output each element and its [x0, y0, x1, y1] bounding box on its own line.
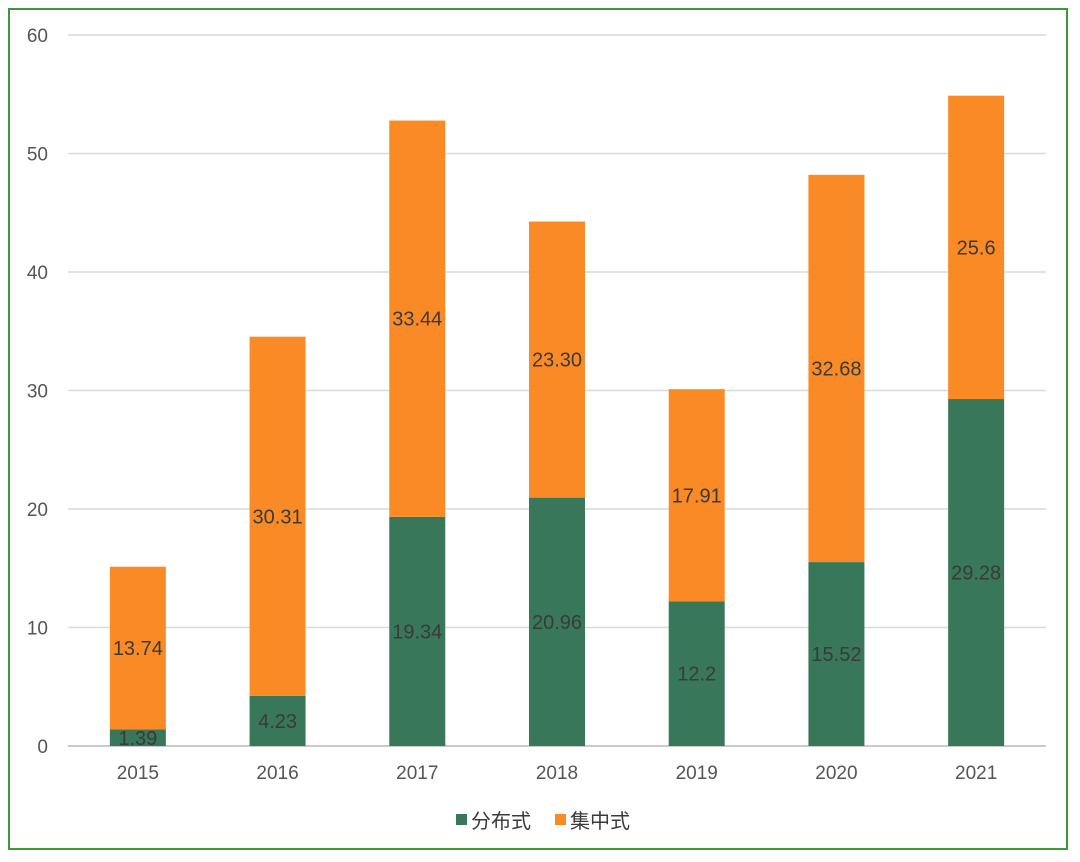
y-axis-ticks: 0 10 20 30 40 50 60 — [27, 26, 48, 758]
data-label-centralized-2020: 32.68 — [811, 358, 861, 380]
data-label-centralized-2015: 13.74 — [113, 638, 163, 660]
y-tick-label: 30 — [27, 382, 48, 403]
x-axis-ticks: 2015 2016 2017 2018 2019 2020 2021 — [117, 763, 998, 784]
legend-label-distributed: 分布式 — [471, 810, 531, 833]
data-label-centralized-2018: 23.30 — [532, 350, 582, 372]
data-label-distributed-2020: 15.52 — [811, 644, 861, 666]
data-label-distributed-2019: 12.2 — [677, 664, 716, 686]
stacked-bar-chart: 0 10 20 30 40 50 60 1.39 13.74 4.23 30.31 19.34 33.… — [27, 26, 1046, 833]
data-labels: 1.39 13.74 4.23 30.31 19.34 33.44 20.96 23.30 12… — [113, 237, 1001, 749]
data-label-centralized-2021: 25.6 — [957, 237, 996, 259]
legend: 分布式 集中式 — [456, 810, 630, 833]
legend-swatch-centralized — [555, 814, 566, 825]
data-label-distributed-2015: 1.39 — [118, 728, 157, 750]
bars — [109, 95, 1005, 746]
data-label-distributed-2018: 20.96 — [532, 612, 582, 634]
x-tick-label: 2015 — [117, 763, 159, 784]
bar-centralized-2020 — [808, 174, 865, 563]
data-label-centralized-2016: 30.31 — [253, 506, 303, 528]
data-label-distributed-2017: 19.34 — [392, 621, 442, 643]
chart-frame: 0 10 20 30 40 50 60 1.39 13.74 4.23 30.31 19.34 33.… — [8, 8, 1068, 850]
bar-centralized-2018 — [529, 221, 585, 498]
data-label-distributed-2021: 29.28 — [951, 563, 1001, 585]
legend-label-centralized: 集中式 — [570, 810, 630, 833]
bar-distributed-2018 — [529, 497, 585, 746]
data-label-centralized-2017: 33.44 — [392, 309, 442, 331]
x-tick-label: 2019 — [676, 763, 718, 784]
y-tick-label: 60 — [27, 26, 48, 47]
x-tick-label: 2020 — [815, 763, 857, 784]
bar-centralized-2019 — [668, 389, 725, 602]
x-tick-label: 2018 — [536, 763, 578, 784]
bar-distributed-2016 — [249, 695, 306, 746]
data-label-distributed-2016: 4.23 — [258, 711, 297, 733]
x-tick-label: 2021 — [955, 763, 997, 784]
bar-distributed-2019 — [668, 601, 725, 746]
bar-distributed-2021 — [948, 399, 1005, 746]
bar-centralized-2016 — [249, 336, 306, 696]
y-tick-label: 0 — [37, 737, 48, 758]
bar-distributed-2017 — [389, 516, 446, 746]
y-tick-label: 20 — [27, 500, 48, 521]
x-tick-label: 2017 — [396, 763, 438, 784]
legend-swatch-distributed — [456, 814, 467, 825]
x-tick-label: 2016 — [256, 763, 298, 784]
bar-distributed-2015 — [109, 729, 166, 746]
bar-centralized-2017 — [389, 120, 446, 517]
y-tick-label: 10 — [27, 619, 48, 640]
y-tick-label: 50 — [27, 145, 48, 166]
bar-centralized-2015 — [109, 566, 166, 730]
bar-distributed-2020 — [808, 562, 865, 746]
bar-centralized-2021 — [948, 95, 1005, 400]
y-tick-label: 40 — [27, 263, 48, 284]
data-label-centralized-2019: 17.91 — [672, 485, 722, 507]
